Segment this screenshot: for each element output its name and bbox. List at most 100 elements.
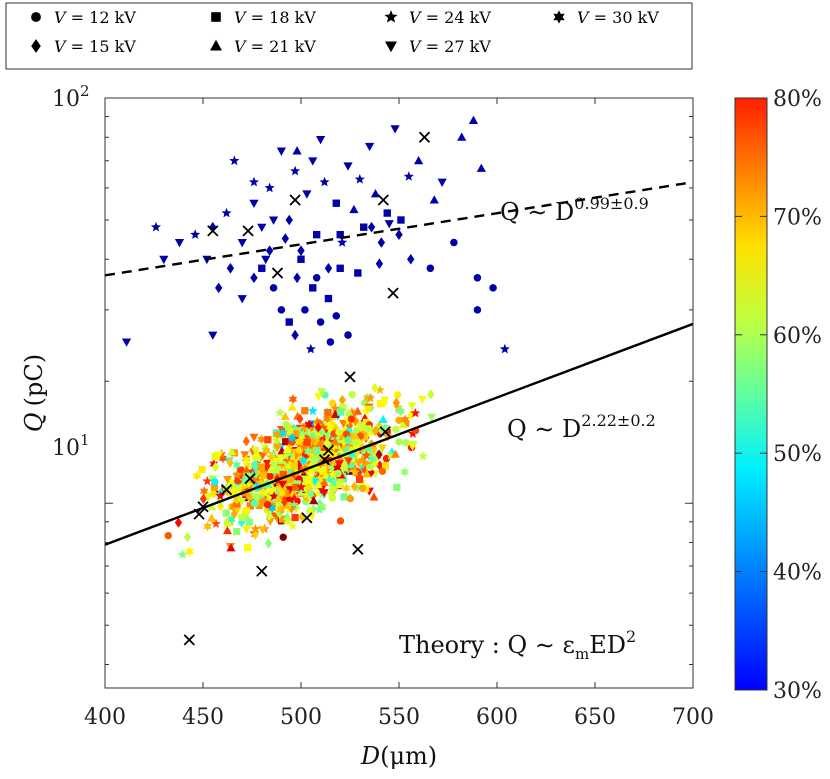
data-point [361, 465, 370, 476]
data-point [287, 433, 297, 443]
data-point [393, 402, 403, 412]
data-point [392, 425, 400, 434]
data-point-upper [344, 331, 352, 339]
solid-fit-label: Q ∼ D2.22±0.2 [507, 411, 656, 443]
data-point [350, 431, 360, 440]
data-point [312, 447, 321, 455]
data-point [272, 505, 282, 515]
data-point [307, 460, 315, 471]
data-point [287, 402, 297, 411]
data-point [259, 471, 267, 480]
data-point [347, 449, 357, 460]
data-point [360, 405, 371, 416]
data-point [305, 467, 314, 475]
data-point [307, 405, 318, 416]
data-point [344, 407, 354, 417]
data-point [308, 478, 318, 489]
data-point [314, 440, 324, 449]
data-point [209, 490, 217, 498]
legend-label: V = 18 kV [234, 8, 316, 27]
x-tick-label: 500 [280, 705, 322, 730]
data-point [323, 432, 333, 441]
data-point [278, 428, 288, 438]
data-points [121, 115, 510, 559]
data-point-upper [285, 318, 293, 326]
data-point-upper [414, 155, 424, 165]
data-point [407, 409, 415, 421]
data-point-upper [473, 274, 482, 282]
data-point [331, 460, 339, 469]
data-point [288, 394, 298, 405]
data-point-upper [293, 272, 301, 284]
data-point-upper [257, 223, 267, 233]
data-point [354, 459, 364, 468]
data-point [317, 464, 325, 472]
data-point [218, 453, 228, 464]
y-axis-label: Q(pC) [20, 354, 48, 432]
data-point [297, 441, 305, 449]
data-point [283, 516, 293, 525]
data-point [282, 420, 290, 429]
legend-label: V = 30 kV [577, 8, 659, 27]
cross-marker [377, 194, 389, 206]
data-point [280, 450, 291, 461]
data-point [291, 513, 299, 522]
data-point-upper [367, 221, 376, 233]
data-point-upper [281, 233, 289, 244]
data-point [265, 517, 275, 526]
data-point [211, 461, 220, 473]
data-point [226, 543, 236, 552]
data-point [280, 496, 288, 507]
data-point [211, 478, 219, 486]
data-point-upper [261, 255, 271, 265]
data-point [286, 476, 295, 484]
data-point [328, 484, 338, 495]
data-point-upper [337, 237, 348, 247]
cross-marker [183, 634, 195, 646]
data-point [377, 444, 387, 453]
colorbar-tick-label: 30% [773, 679, 822, 704]
colorbar-ticks: 80% 70% 60% 50% 40% 30% [735, 87, 822, 704]
data-point [337, 408, 345, 416]
legend-box: V = 12 kV V = 18 kV V = 24 kV V = 30 kV V = … [5, 2, 693, 70]
data-point-upper [360, 223, 368, 231]
data-point [336, 517, 345, 525]
data-point [198, 466, 206, 474]
data-point [322, 413, 332, 424]
data-point [310, 457, 318, 465]
data-point [417, 395, 427, 404]
data-point [252, 492, 260, 500]
data-point [308, 510, 316, 521]
data-point [345, 420, 354, 431]
data-point [250, 446, 260, 455]
data-point [288, 455, 298, 466]
data-point [237, 497, 247, 506]
x-tick-labels: 400 450 500 550 600 650 700 [84, 705, 714, 730]
data-point [330, 445, 340, 455]
data-point [245, 518, 254, 526]
data-point-upper [174, 239, 185, 248]
data-point-upper [476, 163, 486, 172]
data-point [262, 462, 272, 472]
data-point [272, 443, 282, 452]
data-point [251, 529, 259, 540]
data-point [407, 402, 417, 411]
data-point [296, 482, 307, 492]
data-point [393, 391, 402, 399]
data-point [199, 486, 209, 497]
data-point-upper [375, 258, 384, 270]
cross-marker [379, 426, 391, 438]
data-point [273, 465, 282, 473]
data-point [328, 469, 338, 480]
data-point [347, 460, 355, 469]
data-point [164, 531, 172, 540]
data-point [279, 470, 287, 479]
data-point-upper [403, 171, 414, 181]
data-point [335, 428, 343, 436]
data-point [274, 470, 283, 480]
data-point [257, 463, 265, 471]
data-point [301, 489, 312, 499]
data-point-upper [316, 136, 326, 145]
data-point [395, 438, 403, 446]
